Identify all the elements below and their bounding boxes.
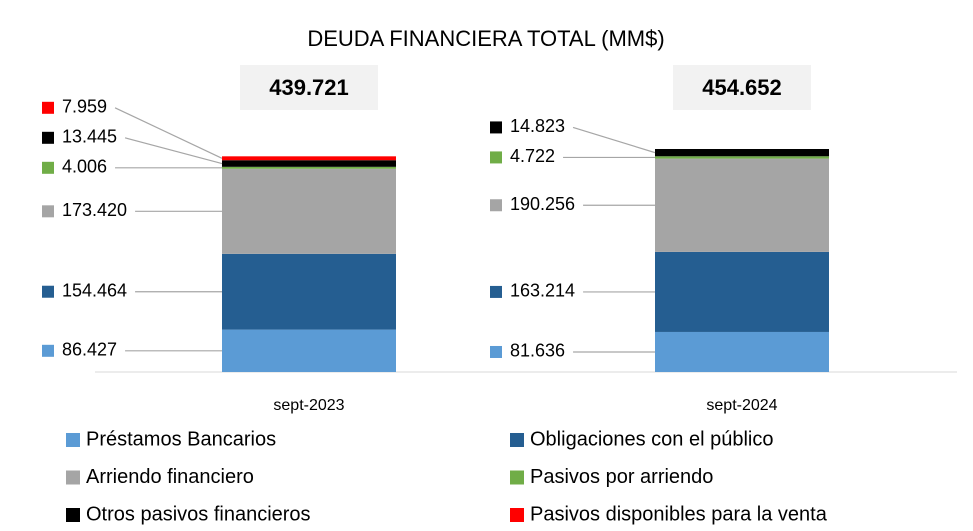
- label-swatch: [490, 345, 502, 358]
- leader-line: [114, 107, 223, 159]
- bar-segment: [222, 160, 396, 167]
- value-label: 13.445: [62, 127, 117, 147]
- value-label: 4.722: [510, 146, 555, 166]
- label-swatch: [490, 199, 502, 212]
- legend-swatch: [510, 470, 524, 485]
- legend-label: Obligaciones con el público: [530, 428, 774, 450]
- value-label: 190.256: [510, 194, 575, 214]
- value-label: 14.823: [510, 116, 565, 136]
- label-swatch: [42, 205, 54, 218]
- legend-swatch: [510, 433, 524, 447]
- total-box: [673, 65, 811, 110]
- legend-label: Préstamos Bancarios: [86, 428, 276, 450]
- bar-segment: [222, 156, 396, 161]
- legend-label: Pasivos disponibles para la venta: [530, 503, 828, 525]
- total-label: 454.652: [702, 75, 782, 100]
- chart-title: DEUDA FINANCIERA TOTAL (MM$): [307, 26, 664, 51]
- leader-line: [124, 137, 223, 165]
- bar-segment: [222, 329, 396, 372]
- value-label: 86.427: [62, 340, 117, 360]
- label-swatch: [490, 285, 502, 298]
- legend-label: Arriendo financiero: [86, 466, 254, 488]
- bar-segment: [655, 251, 829, 332]
- bar-segment: [222, 253, 396, 330]
- legend-swatch: [510, 508, 524, 522]
- value-label: 7.959: [62, 97, 107, 117]
- legend-label: Otros pasivos financieros: [86, 503, 311, 525]
- value-label: 154.464: [62, 280, 127, 300]
- bar-segment: [222, 168, 396, 254]
- value-label: 4.006: [62, 157, 107, 177]
- bar-segment: [222, 166, 396, 169]
- bar-segment: [655, 149, 829, 157]
- bar-segment: [655, 158, 829, 252]
- label-swatch: [42, 101, 54, 114]
- leader-line: [572, 126, 656, 154]
- label-swatch: [490, 151, 502, 164]
- value-label: 81.636: [510, 341, 565, 361]
- label-swatch: [490, 121, 502, 134]
- legend-swatch: [66, 470, 80, 485]
- total-label: 439.721: [269, 75, 349, 100]
- label-swatch: [42, 285, 54, 298]
- x-tick-label: sept-2023: [273, 397, 344, 414]
- value-label: 173.420: [62, 200, 127, 220]
- label-swatch: [42, 344, 54, 357]
- legend-label: Pasivos por arriendo: [530, 466, 713, 488]
- label-swatch: [42, 161, 54, 174]
- total-box: [240, 65, 378, 110]
- value-label: 163.214: [510, 281, 575, 301]
- bar-segment: [655, 156, 829, 159]
- legend-swatch: [66, 508, 80, 522]
- legend-swatch: [66, 433, 80, 447]
- label-swatch: [42, 131, 54, 144]
- bar-segment: [655, 331, 829, 372]
- x-tick-label: sept-2024: [706, 397, 777, 414]
